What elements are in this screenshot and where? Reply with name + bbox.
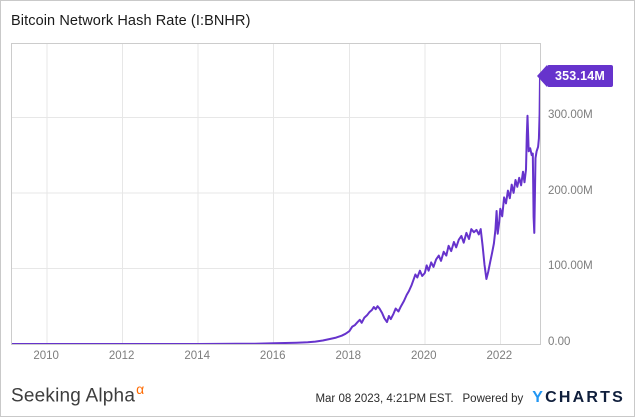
y-axis-label: 200.00M [548,184,593,197]
x-axis-label: 2012 [108,350,135,362]
gridlines [12,44,540,344]
timestamp: Mar 08 2023, 4:21PM EST. [315,393,454,405]
seeking-alpha-logo: Seeking Alphaα [11,381,144,407]
y-axis-label: 100.00M [548,260,593,273]
x-axis-label: 2022 [486,350,513,362]
badge-label: 353.14M [547,65,614,87]
seeking-alpha-wordmark: Seeking Alpha [11,385,136,407]
hash-rate-line [12,76,540,344]
chart-svg [12,44,540,344]
ycharts-logo: YCHARTS [532,389,625,407]
plot-area [11,43,541,345]
x-axis-label: 2020 [411,350,437,362]
badge-arrow-icon [537,65,547,87]
footer-attribution: Mar 08 2023, 4:21PM EST. Powered by YCHA… [315,389,625,407]
last-value-badge: 353.14M [537,65,614,87]
chart-title: Bitcoin Network Hash Rate (I:BNHR) [11,13,251,29]
ycharts-logo-y: Y [532,389,546,406]
x-axis-label: 2016 [259,350,286,362]
x-axis-label: 2018 [335,350,362,362]
alpha-icon: α [136,381,145,397]
x-axis-label: 2014 [184,350,210,362]
y-axis-label: 300.00M [548,109,593,122]
y-axis-label: 0.00 [548,336,571,348]
powered-by-label: Powered by [462,393,524,405]
ycharts-logo-charts: CHARTS [545,389,625,406]
x-axis-label: 2010 [33,350,59,362]
